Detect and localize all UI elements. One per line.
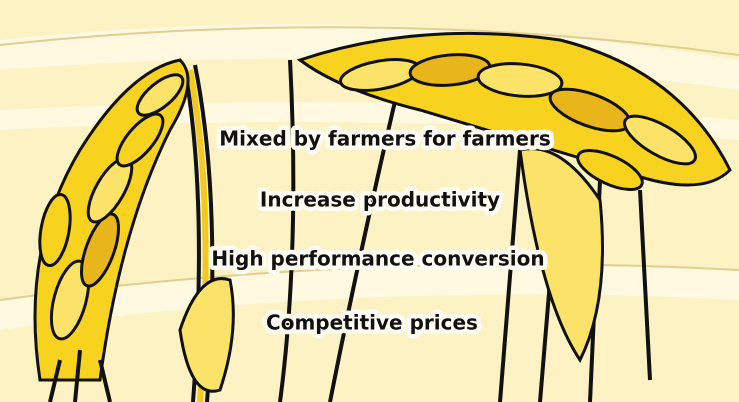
tagline: Mixed by farmers for farmers	[219, 127, 551, 151]
banner: Mixed by farmers for farmers Increase pr…	[0, 0, 739, 402]
tagline: Increase productivity	[260, 188, 500, 212]
tagline: Competitive prices	[266, 311, 478, 335]
tagline: High performance conversion	[211, 247, 544, 271]
